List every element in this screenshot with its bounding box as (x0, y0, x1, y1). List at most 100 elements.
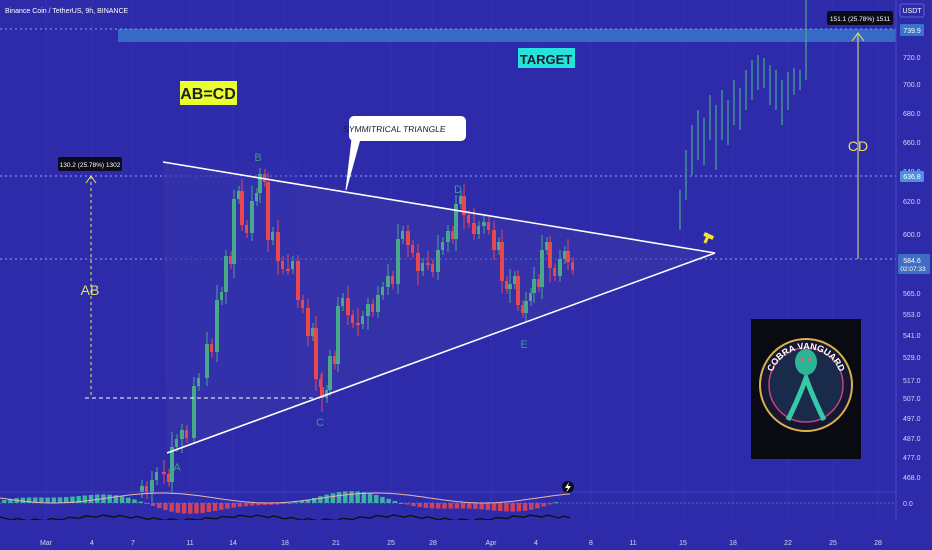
time-axis-tick: Mar (40, 540, 53, 547)
time-axis-tick: 21 (332, 540, 340, 547)
point-label-b: B (254, 152, 261, 164)
candle (314, 316, 318, 391)
indicator-bar (132, 499, 137, 503)
indicator-bar (305, 499, 311, 503)
indicator-bar (150, 503, 156, 506)
indicator-bar (200, 503, 205, 513)
indicator-bar (417, 503, 422, 508)
indicator-bar (330, 493, 336, 503)
indicator-bar (510, 503, 515, 512)
callout-pointer (345, 138, 361, 191)
indicator-bar (113, 495, 119, 503)
price-axis-tick: 600.0 (903, 232, 921, 239)
candle (411, 240, 414, 258)
indicator-bar (448, 503, 453, 509)
indicator-bar (553, 502, 559, 504)
triangle-callout: SYMMITRICAL TRIANGLE (343, 124, 447, 134)
indicator-bar (225, 503, 230, 509)
time-axis-tick: 25 (387, 540, 395, 547)
price-axis-tick: 497.0 (903, 416, 921, 423)
indicator-bar (107, 494, 112, 503)
time-axis-tick: 28 (429, 540, 437, 547)
candle (537, 274, 540, 292)
point-label-d: D (454, 184, 462, 196)
ab-measure-text: 130.2 (25.78%) 1302 (60, 162, 121, 169)
indicator-bar (473, 503, 478, 509)
indicator-bar (516, 503, 522, 512)
time-axis-tick: 14 (229, 540, 237, 547)
time-axis-tick: 4 (534, 540, 538, 547)
target-label: TARGET (520, 52, 573, 67)
candle (477, 221, 480, 239)
ab-range-shade (170, 162, 300, 398)
candle (237, 186, 240, 204)
indicator-bar (20, 497, 26, 503)
time-axis: Mar 4 7 11 14 18 21 25 28 Apr 4 8 11 15 18 22 25 28 (0, 520, 932, 550)
candle (250, 186, 254, 241)
candle (320, 372, 324, 412)
time-axis-tick: 8 (589, 540, 593, 547)
candle (255, 188, 258, 206)
candle (540, 235, 544, 299)
indicator-bar (76, 496, 81, 503)
triangle-fill (163, 162, 715, 453)
candle (516, 270, 520, 311)
candle (386, 264, 390, 295)
time-axis-tick: 4 (90, 540, 94, 547)
indicator-zero-tag: 0.0 (903, 501, 913, 508)
price-axis-tick: 700.0 (903, 82, 921, 89)
indicator-bar (541, 503, 546, 507)
indicator-bar (256, 503, 261, 506)
candle (346, 286, 350, 325)
currency-badge[interactable]: USDT (902, 8, 922, 15)
candle (396, 224, 400, 294)
candle (451, 226, 454, 244)
indicator-bar (250, 503, 255, 506)
candle (150, 471, 154, 502)
candle (167, 469, 170, 487)
cd-measure-box-bg (827, 11, 893, 25)
candle (245, 220, 248, 238)
indicator-bar (392, 500, 398, 503)
indicator-bar (126, 497, 131, 503)
price-axis-tick: 477.0 (903, 455, 921, 462)
indicator-bar (491, 503, 497, 511)
time-axis-tick: 18 (281, 540, 289, 547)
indicator-bar (82, 495, 88, 503)
candle (281, 256, 284, 274)
price-axis-tick: 720.0 (903, 55, 921, 62)
candle (513, 271, 516, 289)
indicator-bar (88, 494, 94, 503)
candle (492, 221, 496, 260)
candle (328, 350, 332, 396)
price-axis-tick: 541.0 (903, 333, 921, 340)
candle (215, 285, 219, 362)
candle (566, 239, 570, 270)
price-axis-tick: 553.0 (903, 312, 921, 319)
indicator-bar (39, 497, 44, 503)
current-price-tag-bg (898, 254, 930, 274)
indicator-bar (144, 503, 150, 504)
indicator-bar (436, 503, 441, 509)
indicator-bar (281, 503, 286, 504)
candle (351, 310, 354, 328)
indicator-bar (349, 491, 354, 503)
candle (482, 216, 486, 234)
indicator-panel (0, 491, 896, 522)
candle (462, 184, 466, 229)
time-axis-tick: 15 (679, 540, 687, 547)
d-level-tag-bg (900, 171, 924, 182)
lightning-icon[interactable] (562, 481, 574, 493)
indicator-bar (33, 497, 38, 503)
indicator-bar (529, 503, 534, 510)
candle (487, 217, 490, 235)
indicator-bar (498, 503, 503, 512)
indicator-bar (405, 503, 410, 505)
candle (571, 257, 574, 275)
cd-measure-text: 151.1 (25.78%) 1511 (830, 16, 891, 23)
candle (306, 299, 310, 346)
currency-badge-bg[interactable] (899, 3, 925, 18)
time-axis-tick: 22 (784, 540, 792, 547)
candle (521, 300, 524, 318)
